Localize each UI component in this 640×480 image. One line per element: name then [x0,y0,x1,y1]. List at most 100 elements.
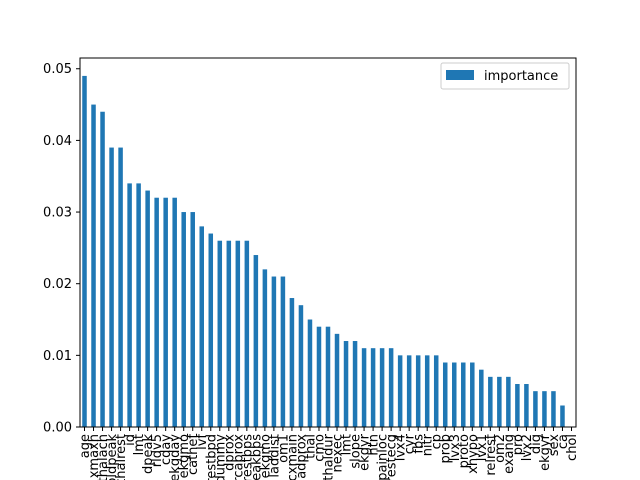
x-tick-label-lmt: lmt [132,434,147,455]
bar-restecg [388,348,394,427]
x-tick-label-lvx2: lvx2 [520,434,535,461]
x-tick-label-cp: cp [430,434,445,449]
bar-prop [442,362,448,427]
x-tick-label-xhypo: xhypo [466,434,481,474]
x-tick-label-id: id [123,434,138,446]
bar-thaldur [325,326,331,427]
bar-ca [560,405,565,427]
x-tick-label-pro: pro [511,434,526,455]
x-tick-label-fbs: fbs [412,434,427,454]
x-tick-label-tpeakbps: tpeakbps [249,434,264,480]
x-tick-label-dpeak: dpeak [141,434,156,474]
x-tick-label-om1: om1 [276,434,291,463]
bar-lmt2 [343,341,349,427]
y-tick-label: 0.02 [43,277,72,292]
x-tick-label-lmt2: lmt [340,434,355,455]
bar-nexec [334,333,340,427]
x-tick-label-cmo: cmo [312,434,327,462]
bar-dprox [226,240,232,427]
x-tick-label-cathef: cathef [186,434,201,475]
x-tick-label-lvx1: lvx1 [475,434,490,461]
bar-painloc [379,348,385,427]
legend-swatch-importance [446,70,474,80]
bar-laddist [271,276,277,427]
bar-restbpd [208,233,214,427]
x-tick-label-cyr: cyr [403,433,418,454]
x-tick-label-dig: dig [529,434,544,454]
bar-thalach [100,111,105,428]
bar-lvf [199,226,204,427]
bar-om1 [280,276,286,427]
x-axis: agexmaxhthalacholdpeakthalrestidlmtdpeak… [78,427,580,480]
bar-lvx3 [452,362,457,427]
bar-dpeak [145,190,150,427]
x-tick-label-nitr: nitr [421,433,436,456]
x-tick-label-om2: om2 [493,434,508,463]
x-tick-label-lvx3: lvx3 [448,434,463,461]
bar-cmo [316,326,322,427]
bar-ekgday [172,197,177,427]
bar-id [127,183,132,427]
bar-lmt [136,183,141,427]
bar-cxmain [289,298,295,427]
x-tick-label-rldv5: rldv5 [150,434,165,467]
bar-relrest [488,376,493,427]
bar-thal [307,319,313,427]
bar-thalrest [118,147,123,427]
x-tick-label-slope: slope [349,434,364,469]
bar-oldpeak [109,147,114,427]
bar-nitr [424,355,430,427]
x-tick-label-dummy: dummy [213,434,228,480]
x-tick-label-ekgmo2: ekgmo [258,434,273,478]
x-tick-label-lvf: lvf [195,434,210,450]
x-tick-label-oldpeak: oldpeak [105,434,120,480]
x-tick-label-thalach: thalach [96,434,111,480]
x-tick-label-rcaprox: rcaprox [231,434,246,480]
bar-cp [433,355,439,427]
y-tick-label: 0.01 [43,349,72,364]
bar-slope [352,341,358,427]
y-tick-label: 0.04 [43,134,72,149]
legend: importance [440,62,570,90]
x-tick-label-xmaxh: xmaxh [87,434,102,478]
bars-group [82,75,565,428]
x-tick-label-dprox: dprox [222,434,237,471]
y-tick-label: 0.03 [43,206,72,221]
x-tick-label-restecg: restecg [385,434,400,480]
x-tick-label-thal: thal [303,434,318,459]
plot-frame [79,57,577,428]
bar-exang [506,376,511,427]
bar-age [82,75,87,427]
bar-htn [370,348,376,427]
bar-om2 [497,376,502,427]
x-tick-label-thaldur: thaldur [322,433,337,480]
x-tick-label-laddist: laddist [267,434,282,478]
bar-cday [163,197,168,427]
x-tick-label-age: age [78,434,93,458]
y-axis: 0.00 0.01 0.02 0.03 0.04 0.05 [43,62,80,436]
x-tick-label-cxmain: cxmain [285,434,300,480]
x-tick-label-ladprox: ladprox [294,434,309,480]
bar-tpeakbps [253,255,259,427]
x-tick-label-ekgyr: ekgyr [358,433,373,470]
x-tick-label-ca: ca [556,434,571,449]
x-tick-label-ekgyr2: ekgyr [538,433,553,470]
x-tick-label-painloc: painloc [376,434,391,480]
x-tick-label-prop: prop [439,434,454,464]
x-tick-label-lvx4: lvx4 [394,434,409,461]
bar-dummy [217,240,223,427]
x-tick-label-restbps: restbps [240,434,255,480]
y-tick-label: 0.00 [43,421,72,436]
bar-rcaprox [235,240,241,427]
x-tick-label-relrest: relrest [484,434,499,476]
bar-ekgyr2 [542,391,547,427]
bar-sex [551,391,556,427]
x-tick-label-restbpd: restbpd [204,434,219,480]
legend-label-importance: importance [484,69,558,84]
bar-lvx1 [479,369,484,427]
bar-xmaxh [91,104,96,427]
bar-ekgyr [361,348,367,427]
x-tick-label-thalrest: thalrest [114,434,129,480]
bar-fbs [415,355,421,427]
x-tick-label-ekgday: ekgday [168,434,183,480]
